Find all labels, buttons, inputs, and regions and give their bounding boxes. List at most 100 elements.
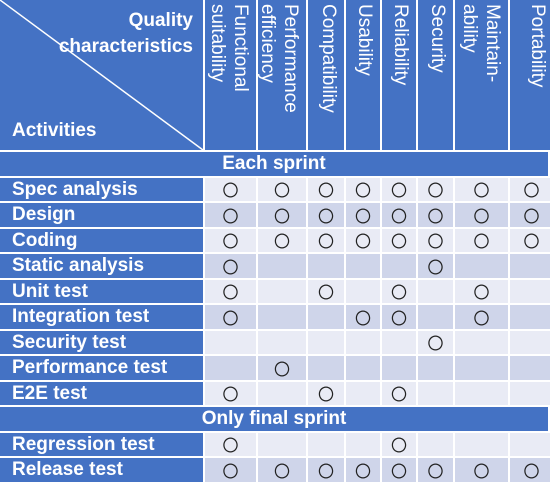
mark-cell: 〇 [418, 228, 455, 254]
mark-cell: 〇 [455, 279, 510, 305]
column-header-line: ability [459, 4, 480, 53]
mark-cell [418, 432, 455, 458]
diagonal [0, 0, 204, 151]
mark-cell [258, 254, 308, 280]
mark-cell: 〇 [205, 458, 258, 484]
mark-cell: 〇 [346, 305, 382, 331]
mark-cell: 〇 [455, 177, 510, 203]
column-header: Usability [346, 0, 382, 152]
activity-label: Integration test [0, 305, 205, 331]
mark-cell [455, 432, 510, 458]
corner-bottom-label: Activities [12, 120, 97, 141]
corner-top-label: Quality characteristics [58, 10, 193, 57]
mark-cell: 〇 [382, 458, 418, 484]
activity-label: Regression test [0, 432, 205, 458]
mark-cell: 〇 [258, 228, 308, 254]
mark-cell: 〇 [382, 203, 418, 229]
mark-cell [510, 254, 550, 280]
mark-cell [382, 356, 418, 382]
mark-cell [418, 279, 455, 305]
column-header: Functional suitability [205, 0, 258, 152]
column-header-line: suitability [207, 4, 228, 83]
mark-cell [455, 381, 510, 407]
mark-cell: 〇 [382, 432, 418, 458]
mark-cell: 〇 [258, 177, 308, 203]
mark-cell [455, 330, 510, 356]
mark-cell [308, 330, 346, 356]
activity-label: Spec analysis [0, 177, 205, 203]
mark-cell: 〇 [455, 203, 510, 229]
column-header-line: efficiency [258, 4, 278, 83]
mark-cell [205, 330, 258, 356]
column-header-line: Portability [527, 4, 548, 88]
mark-cell [346, 381, 382, 407]
activity-label: E2E test [0, 381, 205, 407]
mark-cell [510, 356, 550, 382]
mark-cell [346, 432, 382, 458]
column-header: Reliability [382, 0, 418, 152]
column-header-line: Functional [230, 4, 251, 92]
mark-cell: 〇 [346, 228, 382, 254]
column-header-line: Reliability [390, 4, 411, 86]
column-header-line: Security [427, 4, 448, 73]
mark-cell [510, 381, 550, 407]
mark-cell: 〇 [382, 305, 418, 331]
mark-cell: 〇 [205, 203, 258, 229]
mark-cell: 〇 [308, 228, 346, 254]
mark-cell [455, 356, 510, 382]
mark-cell: 〇 [510, 458, 550, 484]
mark-cell: 〇 [205, 228, 258, 254]
mark-cell [346, 330, 382, 356]
mark-cell: 〇 [455, 305, 510, 331]
corner-cell: Quality characteristics Activities [0, 0, 205, 152]
mark-cell: 〇 [346, 203, 382, 229]
mark-cell: 〇 [308, 458, 346, 484]
mark-cell: 〇 [258, 356, 308, 382]
mark-cell: 〇 [308, 177, 346, 203]
mark-cell [308, 432, 346, 458]
section-title: Each sprint [0, 152, 550, 178]
mark-cell: 〇 [205, 381, 258, 407]
mark-cell: 〇 [258, 203, 308, 229]
mark-cell: 〇 [510, 203, 550, 229]
mark-cell: 〇 [510, 228, 550, 254]
column-header: Maintain-ability [455, 0, 510, 152]
column-header: Compatibility [308, 0, 346, 152]
column-header-line: Maintain- [482, 4, 503, 83]
mark-cell: 〇 [455, 228, 510, 254]
mark-cell [510, 330, 550, 356]
mark-cell [418, 305, 455, 331]
mark-cell [308, 254, 346, 280]
mark-cell: 〇 [418, 458, 455, 484]
mark-cell [418, 356, 455, 382]
mark-cell: 〇 [205, 177, 258, 203]
mark-cell: 〇 [308, 279, 346, 305]
activity-label: Performance test [0, 356, 205, 382]
mark-cell [346, 279, 382, 305]
mark-cell: 〇 [418, 203, 455, 229]
mark-cell [258, 432, 308, 458]
column-header-line: Performance [280, 4, 301, 113]
mark-cell [258, 279, 308, 305]
column-header-line: Compatibility [318, 4, 339, 113]
mark-cell [510, 279, 550, 305]
mark-cell [258, 330, 308, 356]
mark-cell [382, 254, 418, 280]
mark-cell: 〇 [308, 203, 346, 229]
column-header-line: Usability [354, 4, 375, 76]
mark-cell: 〇 [205, 432, 258, 458]
mark-cell [258, 305, 308, 331]
mark-cell: 〇 [382, 228, 418, 254]
mark-cell [382, 330, 418, 356]
mark-cell: 〇 [346, 458, 382, 484]
column-header: Performance efficiency [258, 0, 308, 152]
column-header: Portability [510, 0, 550, 152]
mark-cell: 〇 [346, 177, 382, 203]
section-title: Only final sprint [0, 407, 550, 433]
activity-label: Design [0, 203, 205, 229]
mark-cell: 〇 [205, 279, 258, 305]
mark-cell: 〇 [382, 279, 418, 305]
mark-cell: 〇 [455, 458, 510, 484]
mark-cell [258, 381, 308, 407]
